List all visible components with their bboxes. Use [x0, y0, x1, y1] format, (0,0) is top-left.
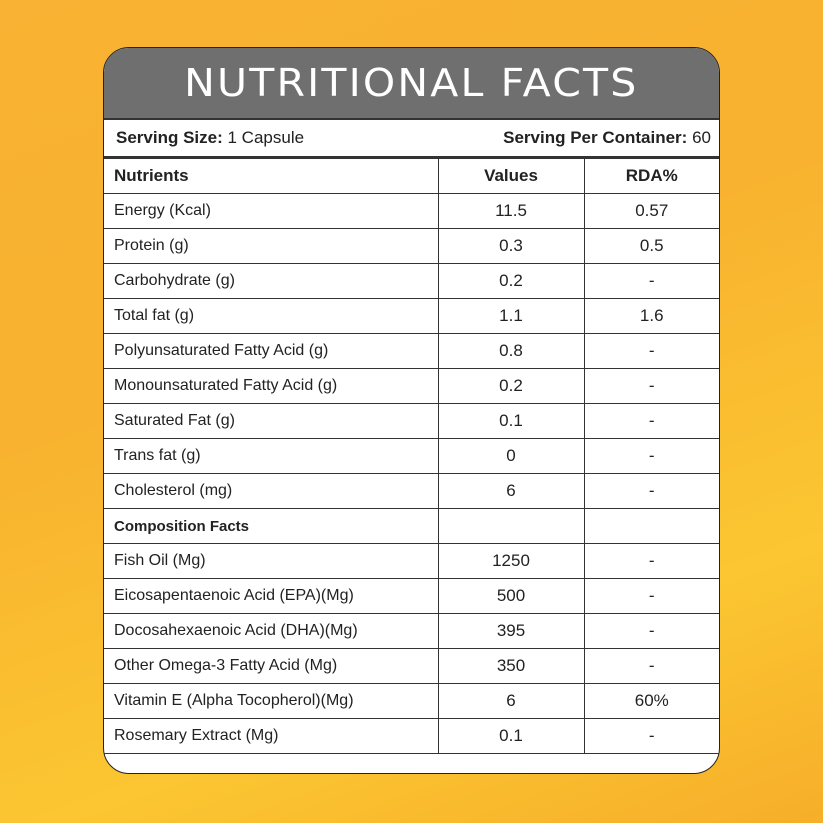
nutrient-value: 395: [437, 613, 585, 649]
nutrient-rda: 1.6: [583, 298, 719, 334]
table-row: Other Omega-3 Fatty Acid (Mg) 350-: [104, 648, 719, 684]
nutrient-rda: 0.5: [583, 228, 719, 264]
nutrient-value: 0.2: [437, 263, 585, 299]
nutrient-value: 500: [437, 578, 585, 614]
nutrient-rda: -: [583, 438, 719, 474]
nutrient-rda: 0.57: [583, 193, 719, 229]
nutrient-value: 0.1: [437, 718, 585, 754]
nutrient-name: Monounsaturated Fatty Acid (g): [104, 368, 439, 404]
nutrient-rda: 60%: [583, 683, 719, 719]
title-bar: NUTRITIONAL FACTS: [104, 48, 719, 120]
nutrient-rda: -: [583, 368, 719, 404]
nutrient-rda: -: [583, 263, 719, 299]
nutrient-value: 0.8: [437, 333, 585, 369]
nutrition-table: Nutrients Values RDA% Energy (Kcal) 11.5 0…: [104, 158, 719, 754]
table-row: Trans fat (g) 0-: [104, 438, 719, 474]
table-row: Protein (g) 0.3 0.5: [104, 228, 719, 264]
page-title: NUTRITIONAL FACTS: [184, 61, 639, 105]
nutrient-value: 0.2: [437, 368, 585, 404]
table-header-row: Nutrients Values RDA%: [104, 158, 719, 194]
table-row: Monounsaturated Fatty Acid (g) 0.2-: [104, 368, 719, 404]
table-row: Total fat (g) 1.1 1.6: [104, 298, 719, 334]
nutrient-name: Trans fat (g): [104, 438, 439, 474]
table-row: Vitamin E (Alpha Tocopherol)(Mg) 6 60%: [104, 683, 719, 719]
empty-cell: [437, 508, 585, 544]
nutrient-rda: -: [583, 543, 719, 579]
serving-info: Serving Size: 1 Capsule Serving Per Cont…: [104, 120, 719, 158]
nutrient-value: 1250: [437, 543, 585, 579]
nutrient-name: Total fat (g): [104, 298, 439, 334]
table-row: Fish Oil (Mg) 1250-: [104, 543, 719, 579]
table-row: Carbohydrate (g) 0.2-: [104, 263, 719, 299]
serving-per-container: Serving Per Container: 60: [503, 128, 711, 148]
nutrient-rda: -: [583, 473, 719, 509]
serving-per-container-value: 60: [692, 128, 711, 147]
nutrient-value: 350: [437, 648, 585, 684]
nutrition-facts-card: NUTRITIONAL FACTS Serving Size: 1 Capsul…: [103, 47, 720, 774]
nutrient-rda: -: [583, 333, 719, 369]
nutrient-value: 6: [437, 683, 585, 719]
serving-size-value: 1 Capsule: [227, 128, 305, 147]
nutrient-name: Saturated Fat (g): [104, 403, 439, 439]
nutrient-name: Vitamin E (Alpha Tocopherol)(Mg): [104, 683, 439, 719]
nutrient-rda: -: [583, 718, 719, 754]
serving-per-container-label: Serving Per Container:: [503, 128, 688, 147]
nutrient-rda: -: [583, 613, 719, 649]
nutrient-value: 0.1: [437, 403, 585, 439]
nutrient-rda: -: [583, 578, 719, 614]
serving-size: Serving Size: 1 Capsule: [116, 128, 304, 148]
nutrient-name: Cholesterol (mg): [104, 473, 439, 509]
nutrient-value: 1.1: [437, 298, 585, 334]
composition-header-row: Composition Facts: [104, 508, 719, 544]
nutrient-name: Energy (Kcal): [104, 193, 439, 229]
nutrient-name: Rosemary Extract (Mg): [104, 718, 439, 754]
nutrient-rda: -: [583, 648, 719, 684]
nutrient-name: Other Omega-3 Fatty Acid (Mg): [104, 648, 439, 684]
empty-cell: [583, 508, 719, 544]
table-row: Rosemary Extract (Mg) 0.1-: [104, 718, 719, 754]
nutrient-value: 0: [437, 438, 585, 474]
serving-size-label: Serving Size:: [116, 128, 223, 147]
table-row: Docosahexaenoic Acid (DHA)(Mg) 395-: [104, 613, 719, 649]
table-row: Polyunsaturated Fatty Acid (g) 0.8-: [104, 333, 719, 369]
table-row: Saturated Fat (g) 0.1-: [104, 403, 719, 439]
nutrient-value: 11.5: [437, 193, 585, 229]
column-header-rda: RDA%: [583, 158, 719, 194]
table-row: Energy (Kcal) 11.5 0.57: [104, 193, 719, 229]
nutrient-name: Carbohydrate (g): [104, 263, 439, 299]
composition-header: Composition Facts: [104, 508, 439, 544]
nutrient-rda: -: [583, 403, 719, 439]
nutrient-name: Eicosapentaenoic Acid (EPA)(Mg): [104, 578, 439, 614]
column-header-values: Values: [437, 158, 585, 194]
nutrient-name: Fish Oil (Mg): [104, 543, 439, 579]
nutrient-name: Protein (g): [104, 228, 439, 264]
table-row: Cholesterol (mg) 6-: [104, 473, 719, 509]
table-row: Eicosapentaenoic Acid (EPA)(Mg) 500-: [104, 578, 719, 614]
column-header-nutrients: Nutrients: [104, 158, 439, 194]
nutrient-name: Docosahexaenoic Acid (DHA)(Mg): [104, 613, 439, 649]
nutrient-value: 6: [437, 473, 585, 509]
nutrient-value: 0.3: [437, 228, 585, 264]
nutrient-name: Polyunsaturated Fatty Acid (g): [104, 333, 439, 369]
